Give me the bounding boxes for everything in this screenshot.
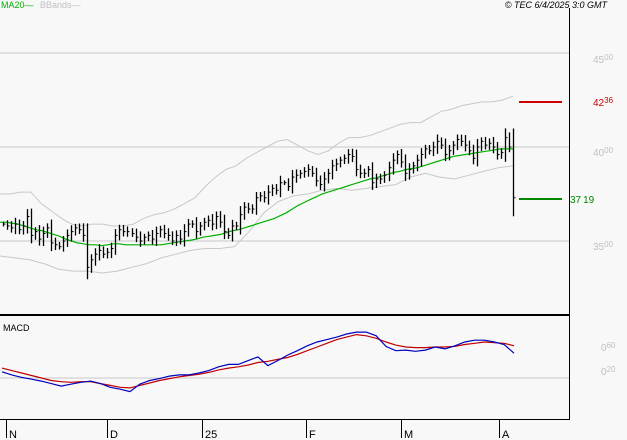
x-label-apr: A	[502, 429, 510, 440]
ma20-line	[0, 148, 513, 247]
x-label-2025: 25	[205, 429, 217, 440]
chart-legend: MA20— BBands—	[1, 0, 81, 11]
main-gridlines	[0, 52, 569, 242]
y-label-35: 3500	[593, 240, 614, 253]
ohlc-bars	[2, 128, 516, 280]
bbands-upper-line	[0, 95, 514, 227]
x-label-dec: D	[110, 429, 118, 440]
y-label-45: 4500	[593, 53, 614, 66]
legend-bbands: BBands—	[40, 0, 81, 10]
resistance-label: 4236	[593, 96, 614, 109]
macd-line	[1, 331, 515, 393]
bbands-lower-line	[0, 165, 514, 274]
copyright-timestamp: © TEC 6/4/2025 3:0 GMT	[504, 0, 607, 10]
x-label-nov: N	[9, 429, 17, 440]
macd-signal-line	[1, 333, 515, 389]
support-label: 37 19	[570, 195, 595, 206]
x-label-mar: M	[404, 429, 413, 440]
y-label-40: 4000	[593, 146, 614, 159]
macd-label-060: 060	[601, 341, 616, 354]
macd-label-020: 020	[601, 365, 616, 378]
x-axis: N D 25 F M A	[6, 420, 510, 440]
legend-ma20: MA20—	[1, 0, 34, 10]
x-label-feb: F	[309, 429, 316, 440]
macd-title: MACD	[3, 323, 30, 333]
